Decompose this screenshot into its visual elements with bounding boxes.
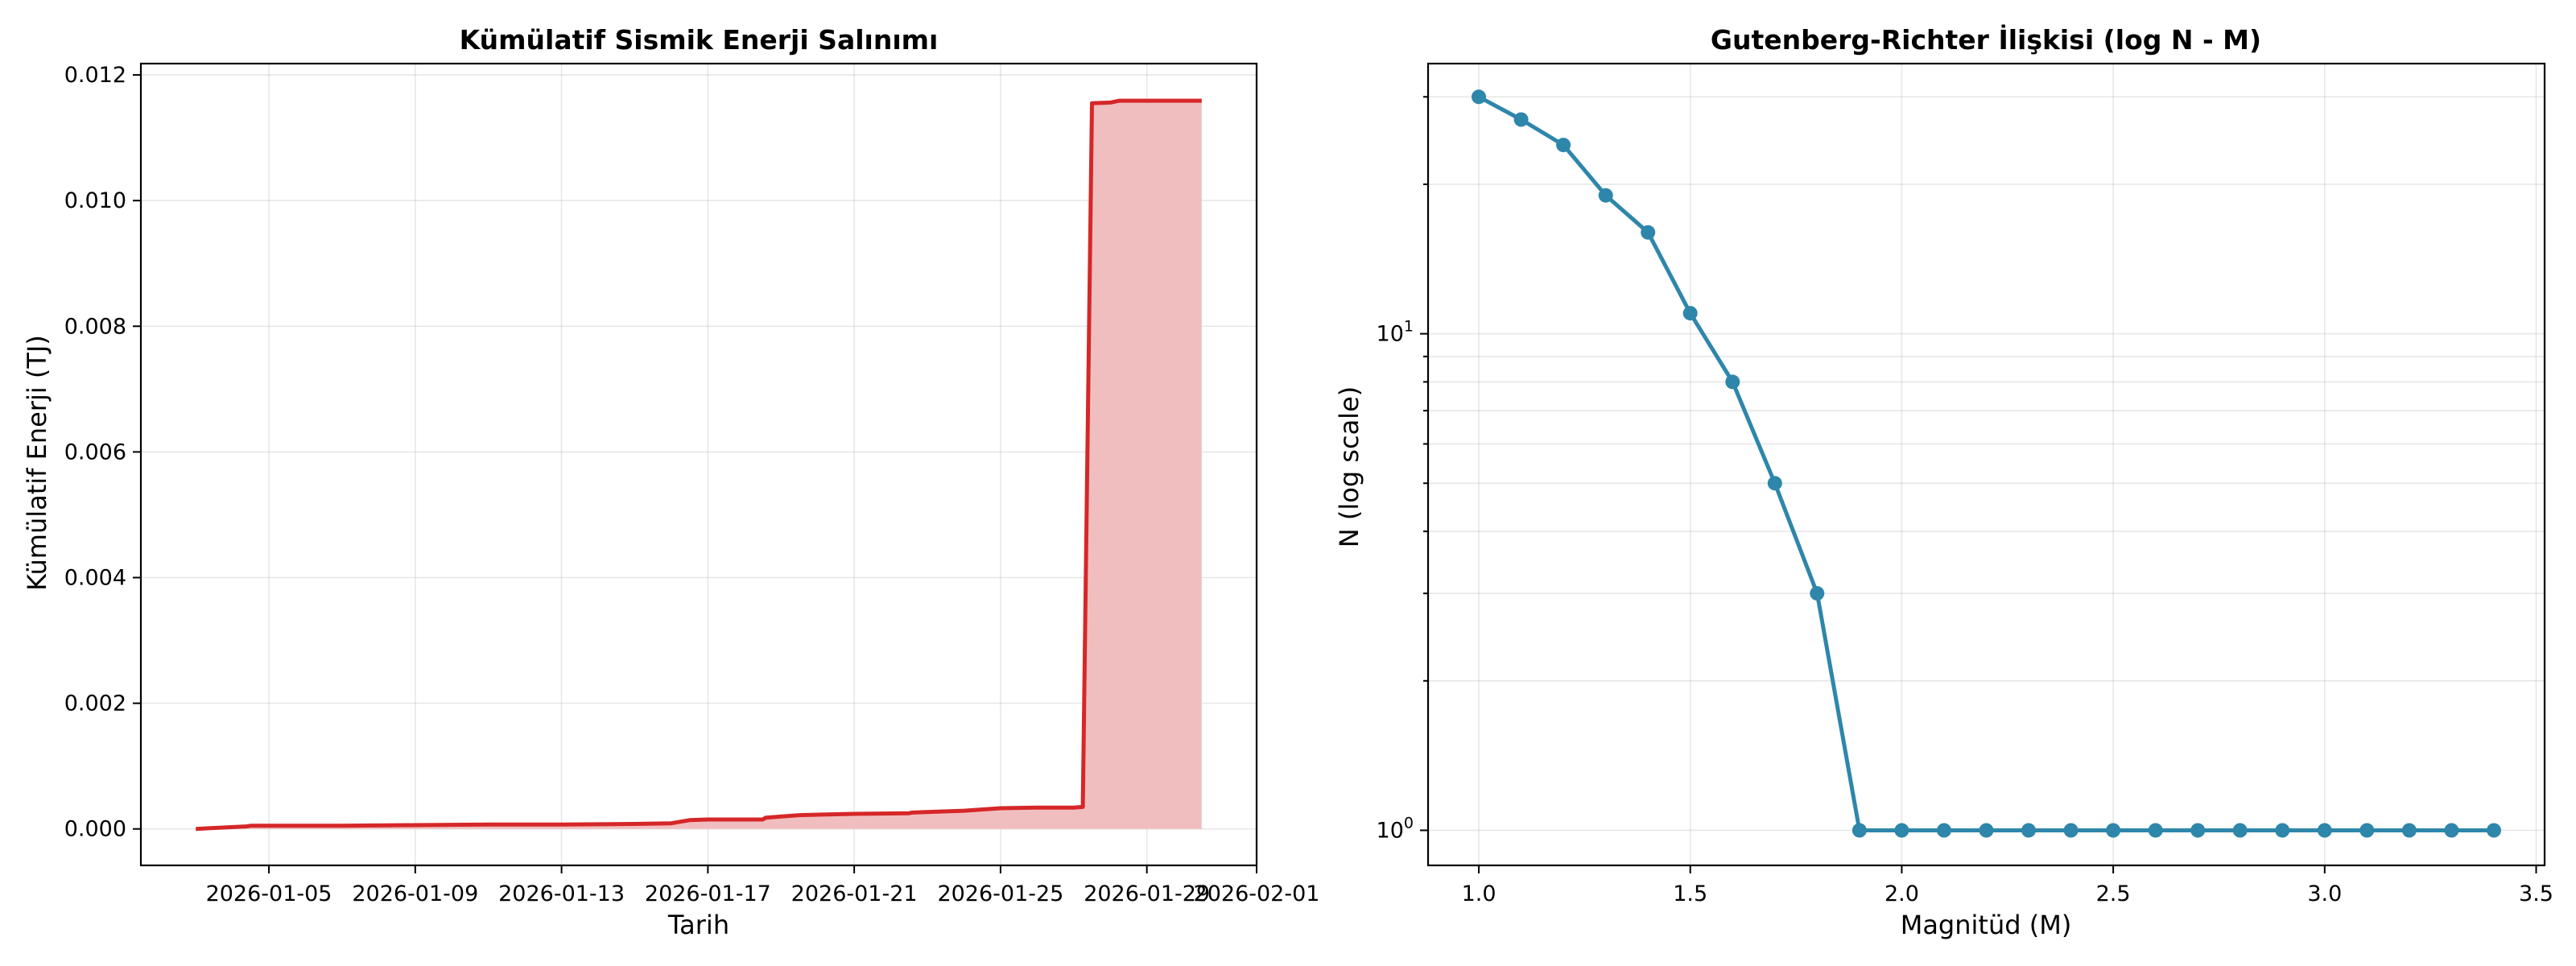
- data-point: [2359, 823, 2375, 838]
- gutenberg-richter-chart: 1.0 1.5 2.0 2.5 3.0 3.5 100 101 Gutenberg-Rich…: [1334, 23, 2553, 940]
- grid: [141, 64, 1257, 865]
- y-tick-label: 0.010: [64, 188, 126, 213]
- data-point: [1682, 306, 1698, 321]
- x-tick-label: 1.0: [1462, 881, 1496, 906]
- x-axis-label: Magnitüd (M): [1901, 910, 2072, 940]
- x-tick-label: 2026-01-29: [1084, 881, 1210, 906]
- y-axis-ticks: 0.000 0.002 0.004 0.006 0.008 0.010 0.012: [64, 63, 141, 842]
- data-point: [1598, 188, 1613, 203]
- data-point: [2232, 823, 2248, 838]
- data-point: [2275, 823, 2290, 838]
- data-point: [1725, 374, 1740, 390]
- data-point: [2444, 823, 2459, 838]
- data-point: [2317, 823, 2332, 838]
- x-tick-label: 2.0: [1885, 881, 1919, 906]
- x-tick-label: 2026-01-17: [645, 881, 771, 906]
- data-point: [1979, 823, 1994, 838]
- data-points: [1472, 89, 2501, 838]
- cumulative-energy-line: [196, 98, 1202, 832]
- y-axis-ticks: 100 101: [1377, 96, 1428, 843]
- y-tick-label: 0.006: [64, 440, 126, 464]
- data-point: [2487, 823, 2501, 838]
- data-point: [2021, 823, 2036, 838]
- x-axis-label: Tarih: [667, 910, 729, 940]
- plot-frame: [1426, 62, 2546, 867]
- x-tick-label: 2026-01-13: [498, 881, 625, 906]
- x-tick-label: 3.0: [2307, 881, 2342, 906]
- chart-title: Kümülatif Sismik Enerji Salınımı: [460, 24, 939, 56]
- data-point: [1937, 823, 1951, 838]
- data-point: [1894, 823, 1909, 838]
- x-tick-label: 2026-01-09: [352, 881, 478, 906]
- x-tick-label: 2026-01-05: [206, 881, 332, 906]
- y-tick-label: 100: [1377, 814, 1414, 843]
- data-point: [1767, 476, 1782, 491]
- x-tick-label: 1.5: [1673, 881, 1707, 906]
- data-point: [2190, 823, 2206, 838]
- x-axis-ticks: 2026-01-05 2026-01-09 2026-01-13 2026-01-17…: [206, 865, 1320, 906]
- y-tick-label: 0.002: [64, 691, 126, 716]
- x-tick-label: 2.5: [2096, 881, 2131, 906]
- cumulative-energy-area: [196, 101, 1202, 829]
- y-axis-label: Kümülatif Enerji (TJ): [22, 335, 52, 591]
- y-tick-label: 0.000: [64, 817, 126, 842]
- data-point: [2063, 823, 2079, 838]
- data-point: [1810, 586, 1825, 601]
- y-tick-label: 101: [1377, 318, 1414, 347]
- grid: [1428, 64, 2545, 865]
- y-tick-label: 0.004: [64, 566, 126, 591]
- y-tick-label: 0.012: [64, 63, 126, 88]
- x-tick-label: 2026-01-25: [937, 881, 1063, 906]
- data-point: [1513, 112, 1529, 127]
- x-axis-ticks: 1.0 1.5 2.0 2.5 3.0 3.5: [1462, 865, 2553, 906]
- x-tick-label: 3.5: [2519, 881, 2553, 906]
- data-point: [1472, 89, 1486, 105]
- chart-title: Gutenberg-Richter İlişkisi (log N - M): [1711, 23, 2261, 56]
- x-tick-label: 2026-01-21: [791, 881, 918, 906]
- y-axis-label: N (log scale): [1334, 386, 1364, 547]
- data-point: [2106, 823, 2121, 838]
- x-tick-label: 2026-02-01: [1194, 881, 1320, 906]
- data-point: [1556, 138, 1571, 153]
- plot-frame: [139, 62, 1258, 867]
- data-point: [2148, 823, 2163, 838]
- data-point: [2401, 823, 2417, 838]
- cumulative-energy-chart: 2026-01-05 2026-01-09 2026-01-13 2026-01-17…: [22, 24, 1319, 940]
- data-point: [1852, 823, 1867, 838]
- y-tick-label: 0.008: [64, 314, 126, 339]
- gutenberg-richter-line: [1477, 95, 2494, 832]
- data-point: [1641, 225, 1656, 240]
